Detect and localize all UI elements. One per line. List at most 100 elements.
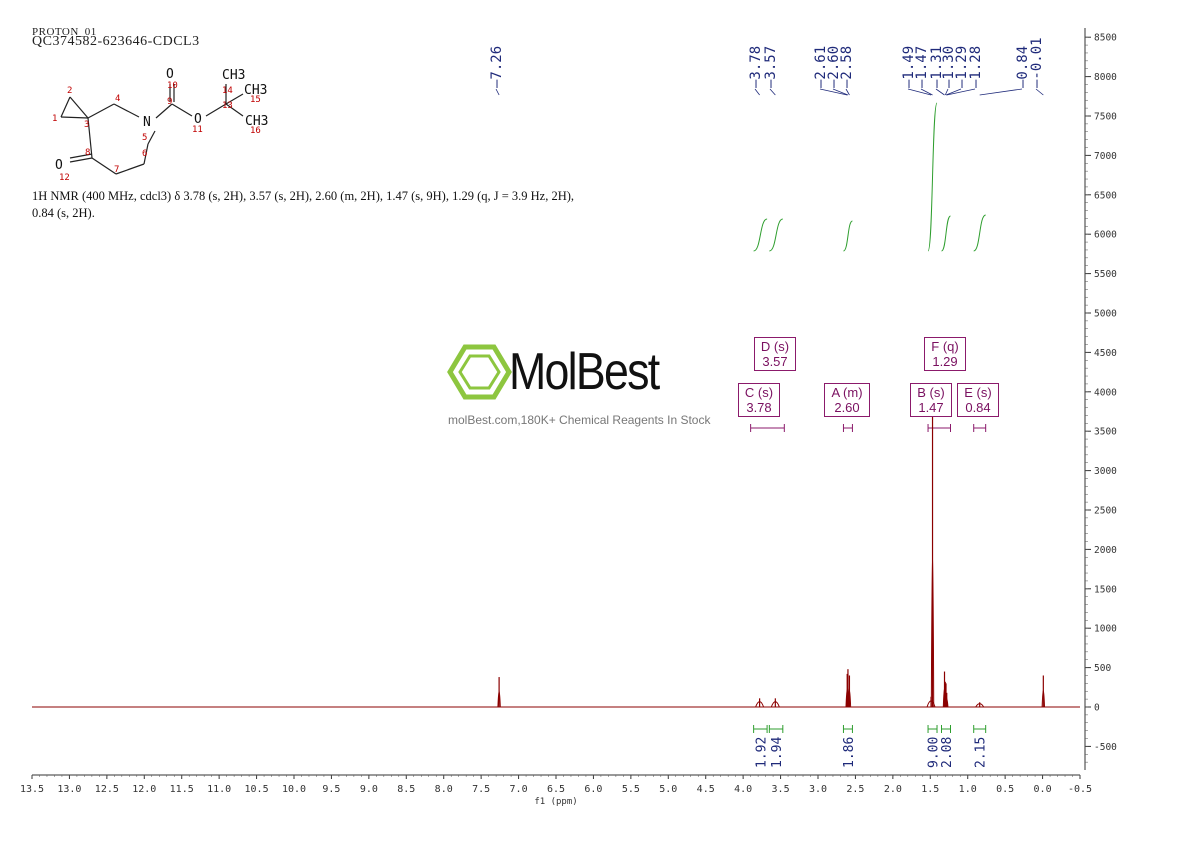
x-tick-label: 7.5 [472, 784, 490, 795]
peak-shift-label: —1.28 [968, 46, 984, 88]
y-tick-label: 3500 [1094, 427, 1117, 438]
peak-label-connector [769, 88, 776, 96]
peak-label-connector [946, 88, 976, 96]
multiplet-shift: 1.47 [918, 400, 944, 415]
atom-number: 1 [52, 114, 57, 124]
y-tick-label: 6500 [1094, 190, 1117, 201]
peak-label-connector [754, 88, 760, 96]
nmr-description: 1H NMR (400 MHz, cdcl3) δ 3.78 (s, 2H), … [32, 189, 575, 220]
atom-number: 13 [222, 101, 233, 111]
x-tick-label: 3.0 [809, 784, 827, 795]
multiplet-shift: 3.78 [746, 400, 772, 415]
x-tick-label: 9.0 [360, 784, 378, 795]
multiplet-box-b: B (s) 1.47 [910, 383, 952, 417]
peak-shift-label: —7.26 [489, 46, 505, 88]
atom-number: 6 [142, 149, 147, 159]
multiplet-box-d: D (s) 3.57 [754, 337, 796, 371]
atom-number: 16 [250, 126, 261, 136]
x-tick-label: 8.0 [435, 784, 453, 795]
peak-shift-label: —3.57 [763, 46, 779, 88]
integral-value: 2.08 [940, 737, 955, 768]
x-tick-label: 6.5 [547, 784, 565, 795]
watermark-tagline: molBest.com,180K+ Chemical Reagents In S… [448, 413, 711, 427]
peak-label-connector [920, 88, 933, 96]
atom-label: CH3 [245, 114, 268, 129]
atom-number: 11 [192, 125, 203, 135]
multiplet-box-e: E (s) 0.84 [957, 383, 999, 417]
peak-label-connector [945, 88, 962, 96]
multiplet-box-a: A (m) 2.60 [824, 383, 870, 417]
x-tick-label: 5.0 [659, 784, 677, 795]
atom-number: 8 [85, 148, 90, 158]
integral-value: 2.15 [974, 737, 989, 768]
multiplet-title: A (m) [831, 385, 863, 400]
atom-number: 9 [167, 97, 172, 107]
x-tick-label: 2.5 [846, 784, 864, 795]
y-tick-label: 0 [1094, 703, 1100, 714]
y-tick-label: 5000 [1094, 309, 1117, 320]
multiplet-shift: 1.29 [932, 354, 958, 369]
x-tick-label: 11.0 [207, 784, 231, 795]
peak-shift-label: —1.49 [901, 46, 917, 88]
peak-shift-label: —1.29 [954, 46, 970, 88]
peak-shift-label: —1.30 [941, 46, 957, 88]
y-tick-label: 2500 [1094, 506, 1117, 517]
atom-number: 7 [114, 165, 119, 175]
integral-curve [927, 102, 938, 252]
x-tick-label: 1.5 [921, 784, 939, 795]
x-tick-label: 10.5 [245, 784, 269, 795]
peak-label-connector [832, 88, 849, 96]
integral-curve [842, 220, 853, 252]
peak-shift-label: —1.31 [929, 46, 945, 88]
atom-number: 3 [84, 120, 89, 130]
integral-value: 1.92 [754, 737, 769, 768]
y-tick-label: 7000 [1094, 151, 1117, 162]
x-tick-label: 4.5 [697, 784, 715, 795]
y-tick-label: 1000 [1094, 624, 1117, 635]
peak-shift-label: —3.78 [748, 46, 764, 88]
x-axis-label: f1 (ppm) [534, 797, 577, 807]
y-tick-label: 2000 [1094, 545, 1117, 556]
peak-label-connector [1035, 88, 1044, 96]
y-tick-label: 4000 [1094, 387, 1117, 398]
y-tick-label: 1500 [1094, 584, 1117, 595]
multiplet-shift: 2.60 [834, 400, 860, 415]
x-tick-label: 7.0 [510, 784, 528, 795]
integral-curve [753, 218, 768, 252]
x-tick-label: 12.0 [132, 784, 156, 795]
atom-number: 15 [250, 95, 261, 105]
integral-value: 1.94 [770, 737, 785, 768]
x-tick-label: -0.5 [1068, 784, 1092, 795]
peak-shift-label: —2.58 [839, 46, 855, 88]
integral-curve [941, 215, 951, 252]
multiplet-title: C (s) [744, 385, 774, 400]
atom-number: 5 [142, 133, 147, 143]
molbest-logo-inner-icon [458, 354, 501, 390]
peak-label-connector [907, 88, 932, 96]
integral-curve [769, 218, 784, 252]
y-tick-label: -500 [1094, 742, 1117, 753]
atom-label: O [194, 112, 202, 127]
sample-id: QC374582-623646-CDCL3 [32, 34, 200, 49]
atom-number: 12 [59, 173, 70, 183]
atom-number: 4 [115, 94, 120, 104]
peak-label-connector [944, 88, 949, 96]
peak-shift-label: —0.84 [1015, 46, 1031, 88]
x-tick-label: 0.0 [1034, 784, 1052, 795]
multiplet-shift: 0.84 [965, 400, 991, 415]
x-tick-label: 13.0 [57, 784, 81, 795]
peak-label-connector [845, 88, 850, 96]
multiplet-box-f: F (q) 1.29 [924, 337, 966, 371]
y-tick-label: 3000 [1094, 466, 1117, 477]
x-tick-label: 11.5 [170, 784, 194, 795]
x-tick-label: 5.5 [622, 784, 640, 795]
integral-curve [973, 214, 986, 252]
peak-shift-label: —1.47 [914, 46, 930, 88]
y-tick-label: 8000 [1094, 72, 1117, 83]
atom-number: 10 [167, 81, 178, 91]
atom-label: CH3 [222, 68, 245, 83]
peak-shift-label: —2.61 [813, 46, 829, 88]
atom-label: N [143, 115, 151, 130]
x-tick-label: 0.5 [996, 784, 1014, 795]
